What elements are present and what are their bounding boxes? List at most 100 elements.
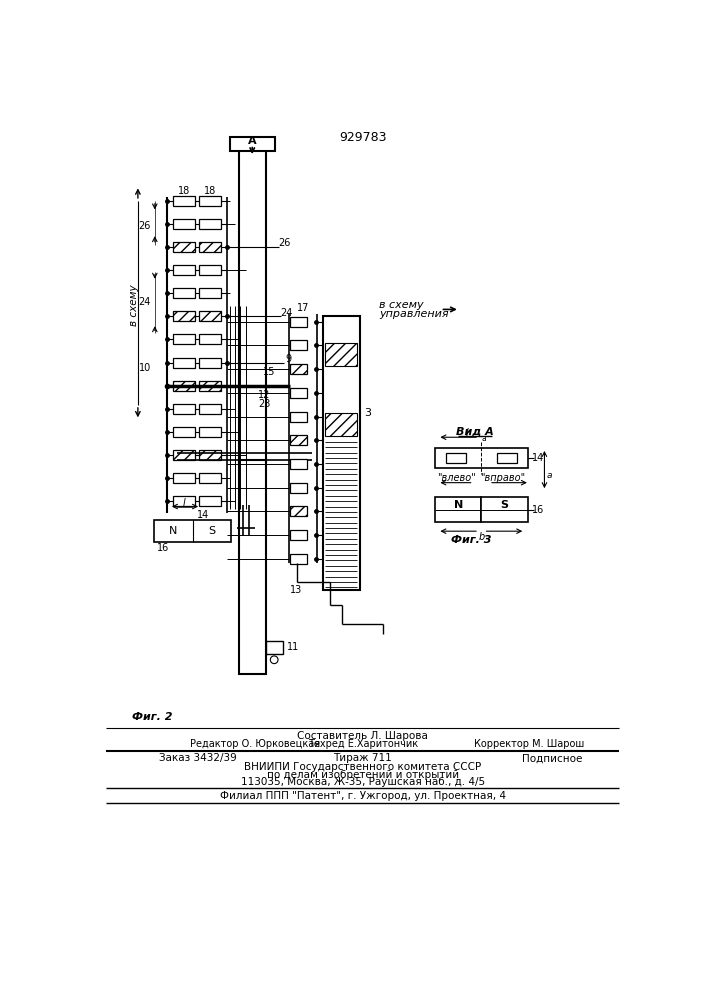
Text: 26: 26 — [278, 238, 291, 248]
Bar — [291, 483, 308, 493]
Bar — [199, 196, 221, 206]
Text: Подписное: Подписное — [522, 753, 583, 763]
Bar — [199, 265, 221, 275]
Text: "влево": "влево" — [438, 473, 476, 483]
Text: N: N — [169, 526, 177, 536]
Text: 18: 18 — [204, 186, 216, 196]
Bar — [481, 497, 527, 522]
Bar — [291, 340, 308, 350]
Text: 113035, Москва, Ж-35, Раушская наб., д. 4/5: 113035, Москва, Ж-35, Раушская наб., д. … — [240, 777, 485, 787]
Bar — [199, 334, 221, 344]
Text: b: b — [478, 532, 484, 542]
Bar — [173, 219, 195, 229]
Text: Заказ 3432/39: Заказ 3432/39 — [160, 753, 237, 763]
Text: Тираж 711: Тираж 711 — [333, 753, 392, 763]
Bar — [446, 453, 466, 463]
Text: N: N — [454, 500, 463, 510]
Text: 929783: 929783 — [339, 131, 387, 144]
Text: Филиал ППП "Патент", г. Ужгород, ул. Проектная, 4: Филиал ППП "Патент", г. Ужгород, ул. Про… — [220, 791, 506, 801]
Bar — [173, 334, 195, 344]
Bar — [173, 381, 195, 391]
Bar — [325, 413, 357, 436]
Bar — [173, 496, 195, 506]
Text: a: a — [481, 434, 486, 443]
Text: Вид A: Вид A — [456, 427, 494, 437]
Text: Корректор М. Шарош: Корректор М. Шарош — [474, 739, 584, 749]
Bar — [291, 435, 308, 445]
Text: 9: 9 — [286, 354, 292, 364]
Text: Фиг. 3: Фиг. 3 — [451, 535, 491, 545]
Bar — [154, 520, 231, 542]
Bar — [230, 137, 275, 151]
Text: 24: 24 — [280, 308, 293, 318]
Text: ВНИИПИ Государственного комитета СССР: ВНИИПИ Государственного комитета СССР — [244, 762, 481, 772]
Bar — [435, 448, 527, 468]
Bar — [199, 450, 221, 460]
Bar — [291, 364, 308, 374]
Text: "вправо": "вправо" — [480, 473, 525, 483]
Text: 13: 13 — [291, 585, 303, 595]
Text: 11: 11 — [286, 642, 299, 652]
Text: в схему: в схему — [129, 284, 139, 326]
Bar — [199, 288, 221, 298]
Bar — [239, 460, 266, 674]
Bar — [291, 317, 308, 327]
Text: 24: 24 — [139, 297, 151, 307]
Bar — [173, 473, 195, 483]
Text: 23: 23 — [258, 399, 270, 409]
Bar — [199, 358, 221, 368]
Text: 14: 14 — [532, 453, 544, 463]
Text: Редактор О. Юрковецкая: Редактор О. Юрковецкая — [190, 739, 320, 749]
Bar — [199, 311, 221, 321]
Bar — [199, 496, 221, 506]
Bar — [291, 506, 308, 516]
Text: l: l — [466, 428, 469, 438]
Text: в схему: в схему — [379, 300, 423, 310]
Bar — [173, 288, 195, 298]
Text: 18: 18 — [178, 186, 190, 196]
Bar — [266, 641, 283, 654]
Bar — [173, 427, 195, 437]
Bar — [173, 358, 195, 368]
Bar — [435, 497, 481, 522]
Bar — [199, 473, 221, 483]
Text: Фиг. 2: Фиг. 2 — [132, 712, 173, 722]
Text: S: S — [501, 500, 508, 510]
Bar — [173, 450, 195, 460]
Bar — [199, 219, 221, 229]
Text: 3: 3 — [364, 408, 371, 418]
Text: a: a — [547, 471, 553, 480]
Bar — [291, 388, 308, 398]
Text: А: А — [248, 136, 257, 146]
Bar — [322, 316, 360, 590]
Bar — [497, 453, 517, 463]
Text: Составитель Л. Шарова: Составитель Л. Шарова — [297, 731, 428, 741]
Bar — [173, 265, 195, 275]
Bar — [291, 412, 308, 422]
Text: 16: 16 — [157, 543, 170, 553]
Circle shape — [270, 656, 278, 664]
Bar — [199, 381, 221, 391]
Text: 16: 16 — [532, 505, 544, 515]
Bar — [291, 459, 308, 469]
Bar — [173, 196, 195, 206]
Text: управления: управления — [379, 309, 448, 319]
Text: 14: 14 — [197, 510, 209, 520]
Bar — [199, 427, 221, 437]
Bar — [199, 404, 221, 414]
Bar — [173, 242, 195, 252]
Bar — [291, 530, 308, 540]
Text: 10: 10 — [139, 363, 151, 373]
Text: l: l — [182, 498, 185, 508]
Bar — [325, 343, 357, 366]
Text: S: S — [209, 526, 216, 536]
Text: 12: 12 — [258, 390, 270, 400]
Bar — [173, 404, 195, 414]
Text: 26: 26 — [139, 221, 151, 231]
Text: Техред Е.Харитончик: Техред Е.Харитончик — [308, 739, 418, 749]
Bar — [291, 554, 308, 564]
Text: 17: 17 — [297, 303, 309, 313]
Bar — [199, 242, 221, 252]
Text: 15: 15 — [262, 367, 275, 377]
Text: по делам изобретений и открытий: по делам изобретений и открытий — [267, 770, 459, 780]
